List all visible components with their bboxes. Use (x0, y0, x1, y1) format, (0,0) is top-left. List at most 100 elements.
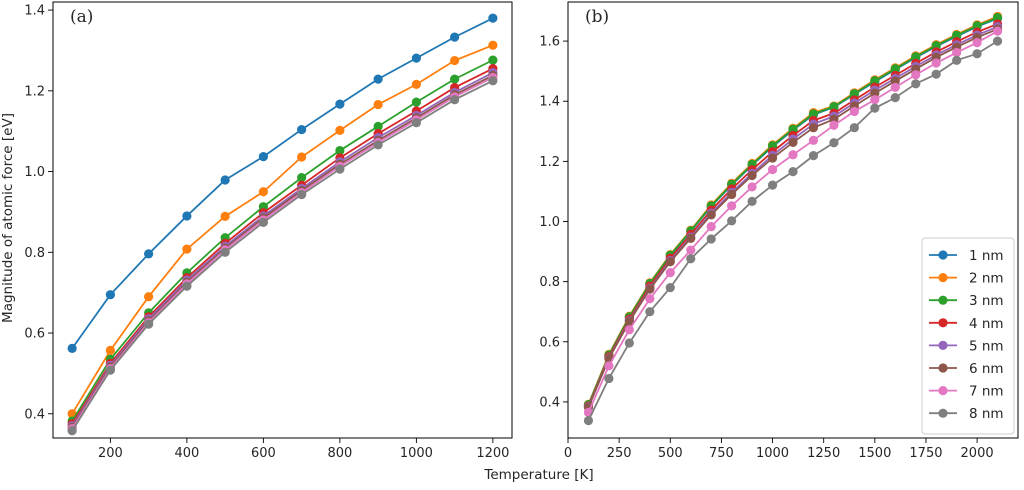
panel-b-data-point (829, 138, 839, 148)
legend-marker (938, 273, 948, 283)
panel-a-series-line (71, 67, 494, 425)
panel-a-data-point (488, 40, 498, 50)
legend-marker (938, 340, 948, 350)
panel-b-data-point (645, 294, 655, 304)
panel-a-data-point (67, 426, 77, 436)
y-axis-label: Magnitude of atomic force [eV] (0, 113, 16, 323)
panel-a-data-point (335, 145, 345, 156)
panel-b-xtick-label: 1250 (807, 446, 840, 461)
panel-a-data-point (411, 79, 421, 89)
panel-b-data-point (952, 30, 962, 40)
panel-b-data-point (727, 201, 737, 211)
panel-b-data-point (890, 76, 900, 86)
panel-b-data-point (829, 120, 839, 130)
panel-a-data-point (335, 125, 345, 135)
panel-a-data-point (373, 121, 383, 131)
panel-a-data-point (450, 32, 460, 42)
panel-b-ytick-label: 1.6 (539, 35, 560, 50)
panel-b-data-point (952, 55, 962, 65)
panel-b-data-point (808, 109, 819, 119)
panel-b-label: (b) (585, 7, 609, 27)
x-axis-label: Temperature [K] (483, 467, 593, 483)
panel-b-data-point (604, 373, 614, 384)
panel-b-data-point (890, 82, 900, 92)
panel-a-data-point (411, 118, 421, 128)
panel-a-data-point (182, 244, 192, 254)
panel-b-data-point (972, 37, 982, 48)
panel-b-data-point (788, 137, 798, 148)
panel-a-data-point (373, 74, 383, 84)
panel-a-ytick-label: 0.8 (24, 246, 45, 261)
panel-b-ytick-label: 1.2 (539, 155, 560, 170)
panel-a-xtick-label: 600 (251, 446, 276, 461)
panel-a-xtick-label: 1200 (476, 446, 509, 461)
panel-a-ytick-label: 0.6 (24, 327, 45, 342)
panel-b-xtick-label: 1000 (756, 446, 789, 461)
panel-b-data-point (808, 123, 819, 133)
legend: 1 nm 2 nm 3 nm 4 nm 5 nm 6 nm 7 nm 8 nm (921, 237, 1015, 435)
panel-a-data-point (297, 173, 307, 183)
panel-a-xtick-label: 400 (174, 446, 199, 461)
panel-b-data-point (829, 102, 839, 112)
panel-a-ytick-label: 1.0 (24, 165, 45, 180)
panel-b-data-point (788, 124, 798, 134)
panel-b-data-point (870, 88, 880, 98)
panel-a-label: (a) (70, 7, 93, 27)
panel-a-ytick-label: 1.2 (24, 84, 45, 99)
panel-a-data-point (450, 95, 460, 105)
legend-marker (938, 363, 948, 373)
panel-b-data-point (931, 69, 941, 79)
panel-a-data-point (258, 187, 268, 197)
panel-b-ytick-label: 0.6 (539, 335, 560, 350)
panel-a-data-point (297, 189, 307, 200)
legend-marker (938, 408, 948, 418)
panel-a-series-line (71, 17, 494, 349)
legend-label: 2 nm (969, 271, 1004, 287)
legend-marker (938, 318, 948, 328)
panel-a-data-point (258, 152, 268, 162)
panel-b-data-point (992, 13, 1003, 23)
panel-b-data-point (767, 164, 778, 175)
panel-b-data-point (645, 284, 655, 294)
panel-b-data-point (808, 151, 819, 161)
panel-b-data-point (706, 210, 716, 220)
panel-a-xtick-label: 800 (327, 446, 352, 461)
panel-a-data-point (411, 97, 421, 107)
panel-b-xtick-label: 1750 (909, 446, 942, 461)
panel-b-data-point (972, 21, 982, 31)
panel-b-data-point (788, 150, 798, 160)
panel-b-xtick-label: 1500 (858, 446, 891, 461)
panel-b-xtick-label: 0 (564, 446, 572, 461)
panel-b-data-point (747, 170, 757, 181)
panel-a-data-point (220, 175, 230, 185)
legend-label: 7 nm (969, 384, 1004, 400)
legend-marker (938, 250, 948, 260)
panel-a-data-point (258, 217, 268, 228)
panel-b-data-point (992, 36, 1003, 46)
panel-b-data-point (624, 325, 634, 335)
panel-a-series-line (71, 74, 494, 428)
panel-b-data-point (624, 317, 634, 327)
panel-b-data-point (870, 103, 880, 113)
panel-a-data-point (144, 319, 154, 329)
panel-a-axes-frame (52, 1, 513, 439)
panel-a-data-point (488, 13, 498, 23)
panel-b-xtick-label: 2000 (961, 446, 994, 461)
panel-b-data-point (767, 153, 778, 163)
panel-a-data-point (488, 55, 498, 65)
panel-a-data-point (105, 290, 115, 300)
legend-marker (938, 295, 948, 305)
panel-b-data-point (604, 361, 614, 371)
panel-a-data-point (488, 76, 498, 86)
legend-label: 3 nm (969, 293, 1004, 309)
panel-b-data-point (849, 89, 859, 99)
panel-a-series-line (71, 76, 494, 430)
panel-b-data-point (686, 245, 696, 255)
panel-a-data-point (144, 292, 154, 302)
panel-b-data-point (665, 257, 675, 267)
panel-b-data-point (870, 76, 880, 86)
panel-b-data-point (911, 79, 921, 89)
panel-b-data-point (788, 166, 798, 177)
